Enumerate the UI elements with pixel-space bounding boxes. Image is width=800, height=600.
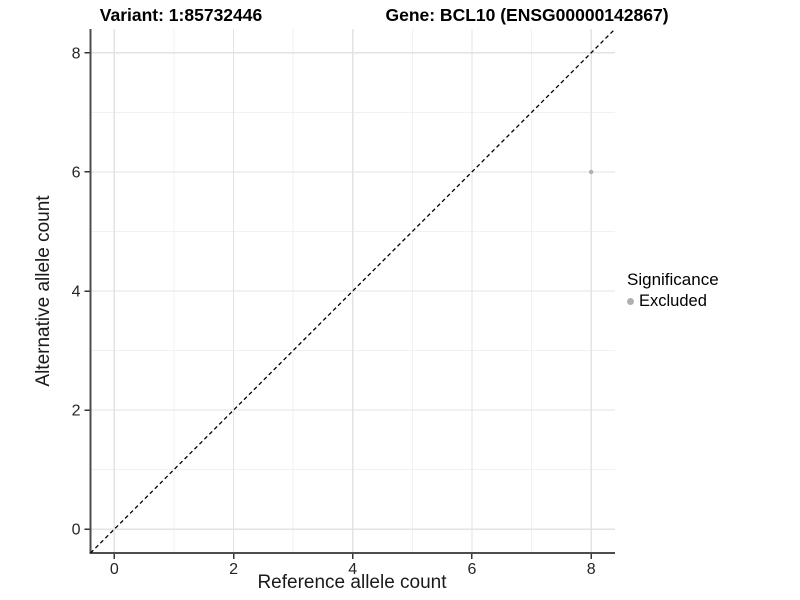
x-tick-label: 8: [587, 561, 596, 578]
y-tick-label: 6: [72, 164, 81, 181]
y-tick-label: 4: [72, 284, 81, 301]
legend: Significance Excluded: [627, 270, 719, 311]
excluded-point-icon: [627, 298, 634, 305]
x-tick-label: 0: [110, 561, 119, 578]
data-point: [588, 169, 594, 175]
identity-reference-line: [90, 28, 616, 554]
x-tick-label: 6: [468, 561, 477, 578]
x-tick-label: 4: [348, 561, 357, 578]
gene-title: Gene: BCL10 (ENSG00000142867): [385, 5, 669, 25]
x-tick-label: 2: [229, 561, 238, 578]
legend-title: Significance: [627, 270, 719, 289]
y-axis-title: Alternative allele count: [33, 195, 54, 387]
legend-item-excluded: Excluded: [627, 292, 719, 311]
legend-item-label: Excluded: [639, 292, 707, 310]
y-tick-label: 8: [72, 45, 81, 62]
y-tick-label: 2: [72, 403, 81, 420]
x-axis-title: Reference allele count: [257, 572, 447, 593]
y-tick-label: 0: [72, 522, 81, 539]
variant-title: Variant: 1:85732446: [99, 5, 263, 25]
